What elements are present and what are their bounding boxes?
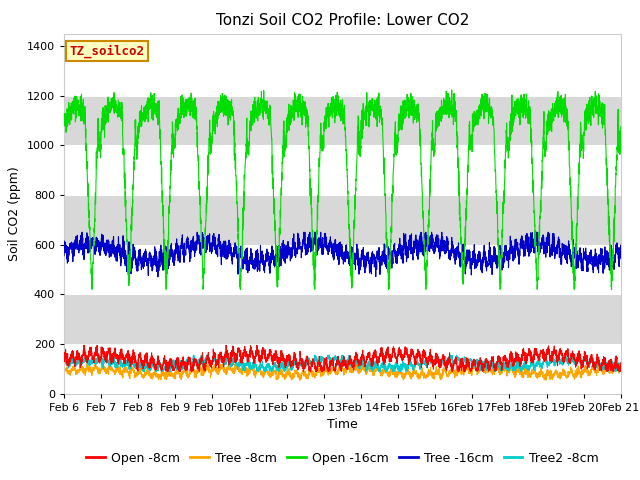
- Title: Tonzi Soil CO2 Profile: Lower CO2: Tonzi Soil CO2 Profile: Lower CO2: [216, 13, 469, 28]
- Bar: [64, 96, 621, 145]
- Bar: [64, 294, 621, 344]
- Text: TZ_soilco2: TZ_soilco2: [70, 44, 145, 58]
- Y-axis label: Soil CO2 (ppm): Soil CO2 (ppm): [8, 166, 21, 261]
- X-axis label: Time: Time: [327, 418, 358, 431]
- Bar: [64, 195, 621, 245]
- Legend: Open -8cm, Tree -8cm, Open -16cm, Tree -16cm, Tree2 -8cm: Open -8cm, Tree -8cm, Open -16cm, Tree -…: [81, 447, 604, 469]
